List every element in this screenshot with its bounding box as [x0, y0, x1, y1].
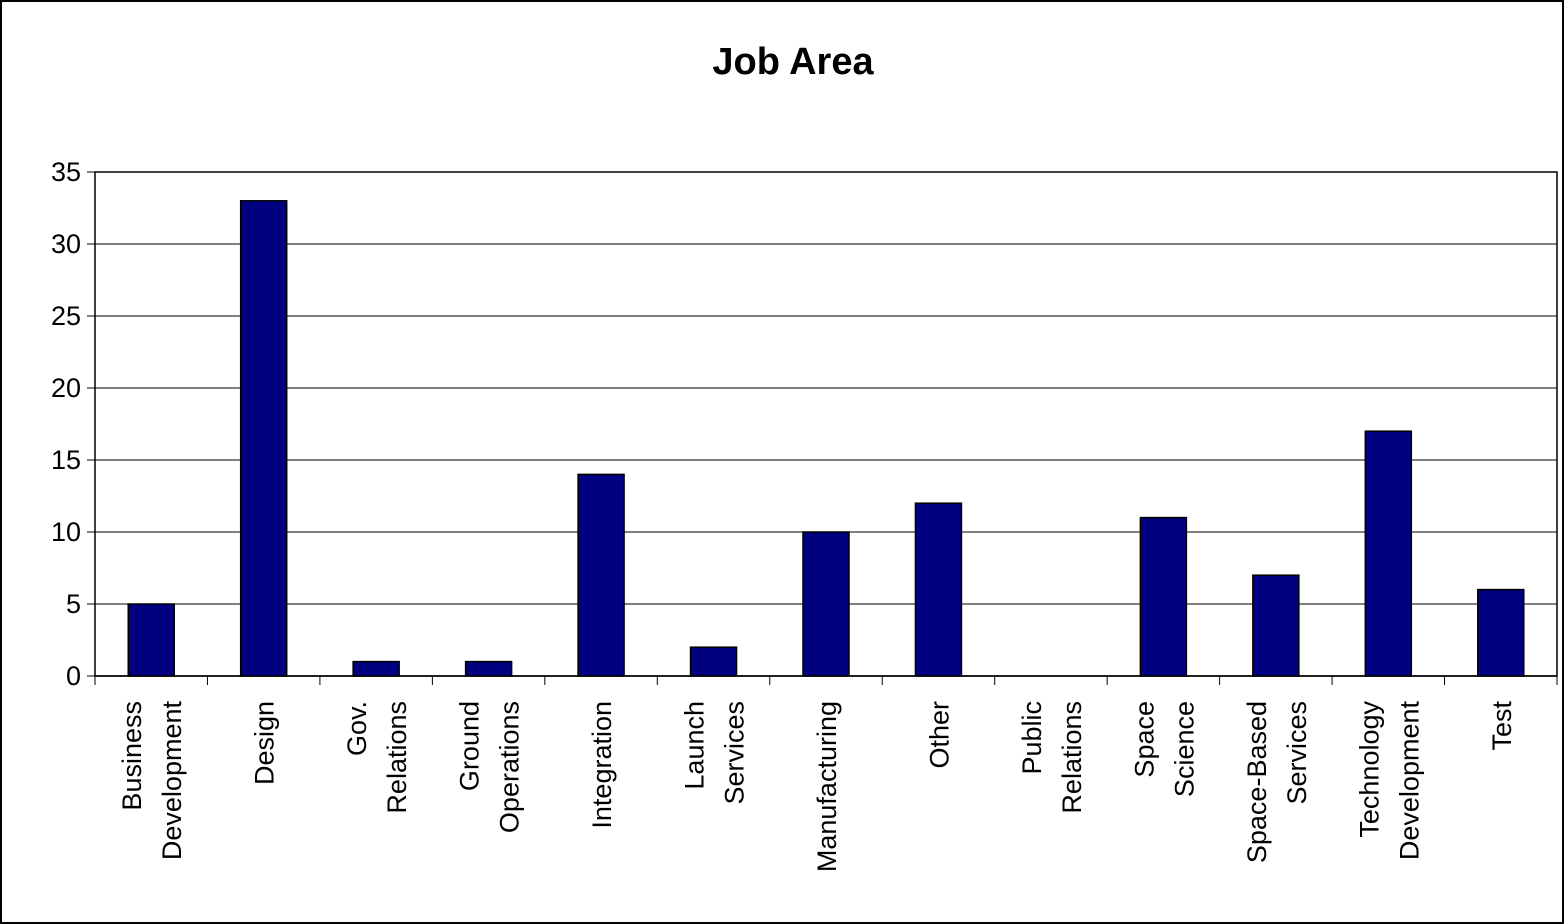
- x-tick-label-line: Science: [1169, 701, 1199, 797]
- x-tick-label-line: Development: [157, 701, 187, 861]
- x-tick-label-line: Public: [1017, 701, 1047, 775]
- x-tick-label-line: Integration: [587, 701, 617, 829]
- x-tick-label: Other: [924, 701, 954, 769]
- chart-title: Job Area: [712, 41, 874, 83]
- x-tick-label: Ground Operations: [455, 701, 525, 833]
- x-tick-label-line: Technology: [1354, 701, 1384, 838]
- y-tick-label: 0: [66, 661, 81, 691]
- x-tick-label: Integration: [587, 701, 617, 829]
- x-tick-label-line: Manufacturing: [812, 701, 842, 872]
- x-tick-label-line: Space-Based: [1242, 701, 1272, 863]
- bar: [239, 200, 288, 677]
- bar: [127, 603, 175, 677]
- y-tick-label: 20: [51, 373, 81, 403]
- y-tick-label: 35: [51, 157, 81, 187]
- x-tick-label-line: Test: [1487, 701, 1517, 751]
- bar: [1252, 574, 1300, 677]
- x-tick-label-line: Gov.: [342, 701, 372, 756]
- x-tick-label: Technology Development: [1354, 701, 1424, 861]
- x-tick-label-line: Relations: [1057, 701, 1087, 814]
- x-tick-label: Design: [250, 701, 280, 785]
- y-tick-label: 25: [51, 301, 81, 331]
- x-tick-label-line: Development: [1394, 701, 1424, 861]
- x-tick-label-line: Business: [117, 701, 147, 811]
- x-tick-label-line: Design: [250, 701, 280, 785]
- y-tick-label: 5: [66, 589, 81, 619]
- bar: [914, 502, 963, 677]
- y-tick-label: 10: [51, 517, 81, 547]
- x-tick-label-line: Launch: [680, 701, 710, 790]
- x-tick-label-line: Relations: [382, 701, 412, 814]
- x-tick-label: Space Science: [1129, 701, 1199, 797]
- x-tick-label-line: Services: [1282, 701, 1312, 805]
- bar: [577, 473, 625, 677]
- y-tick-label: 15: [51, 445, 81, 475]
- x-tick-label-line: Ground: [455, 701, 485, 791]
- x-tick-label: Space-Based Services: [1242, 701, 1312, 863]
- bar: [1477, 588, 1525, 677]
- x-tick-label: Manufacturing: [812, 701, 842, 872]
- bar: [1139, 516, 1188, 677]
- x-tick-label: Test: [1487, 701, 1517, 751]
- bar: [802, 531, 850, 677]
- x-tick-label: Business Development: [117, 701, 187, 861]
- x-tick-label-line: Services: [720, 701, 750, 805]
- bar: [1364, 430, 1413, 677]
- x-tick-label: Public Relations: [1017, 701, 1087, 814]
- x-tick-label-line: Space: [1129, 701, 1159, 778]
- x-tick-label: Launch Services: [680, 701, 750, 805]
- bar: [352, 660, 400, 677]
- bar: [689, 646, 738, 677]
- x-tick-label-line: Operations: [495, 701, 525, 833]
- plot-area: 0 5 10 15 20 25 30 35 Business Development Design G…: [51, 157, 1558, 872]
- y-tick-label: 30: [51, 229, 81, 259]
- x-tick-label: Gov. Relations: [342, 701, 412, 814]
- x-tick-label-line: Other: [924, 701, 954, 769]
- bar: [464, 660, 513, 677]
